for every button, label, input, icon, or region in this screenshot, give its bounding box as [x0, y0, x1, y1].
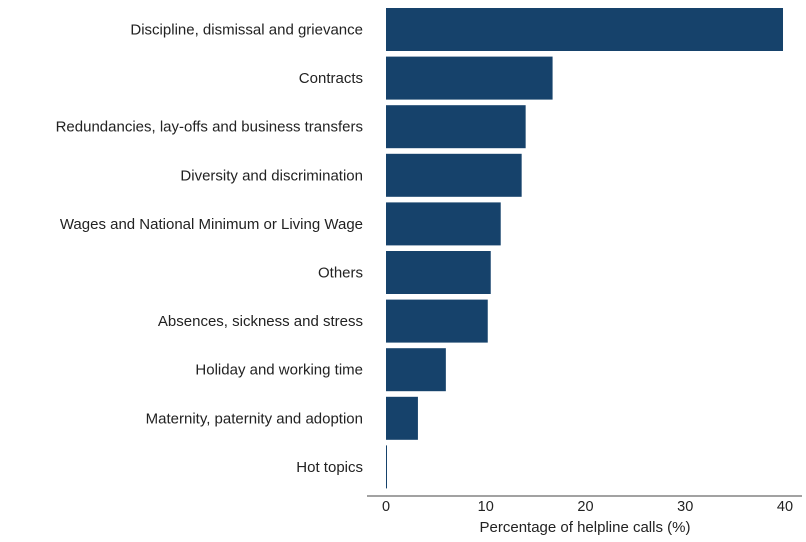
category-label: Wages and National Minimum or Living Wag…: [60, 216, 363, 233]
bar: [386, 348, 446, 392]
category-label: Diversity and discrimination: [180, 167, 363, 184]
category-label: Discipline, dismissal and grievance: [130, 22, 363, 39]
x-tick-label: 30: [677, 499, 693, 515]
x-tick-label: 20: [577, 499, 593, 515]
category-label: Contracts: [299, 70, 363, 87]
x-tick-label: 40: [777, 499, 793, 515]
bar: [386, 153, 522, 197]
category-label: Maternity, paternity and adoption: [146, 410, 363, 427]
category-label: Others: [318, 265, 363, 282]
bar: [386, 396, 418, 440]
category-label: Redundancies, lay-offs and business tran…: [56, 119, 363, 136]
x-tick-label: 10: [478, 499, 494, 515]
bar: [386, 445, 387, 489]
bar: [386, 251, 491, 294]
bar: [386, 299, 488, 343]
x-axis-label: Percentage of helpline calls (%): [480, 519, 691, 536]
category-label: Hot topics: [296, 459, 363, 476]
bar: [386, 105, 526, 149]
bar: [386, 202, 501, 246]
category-label: Absences, sickness and stress: [158, 313, 363, 330]
bar: [386, 8, 784, 51]
x-tick-label: 0: [382, 499, 390, 515]
category-label: Holiday and working time: [195, 362, 363, 379]
bar: [386, 56, 553, 100]
